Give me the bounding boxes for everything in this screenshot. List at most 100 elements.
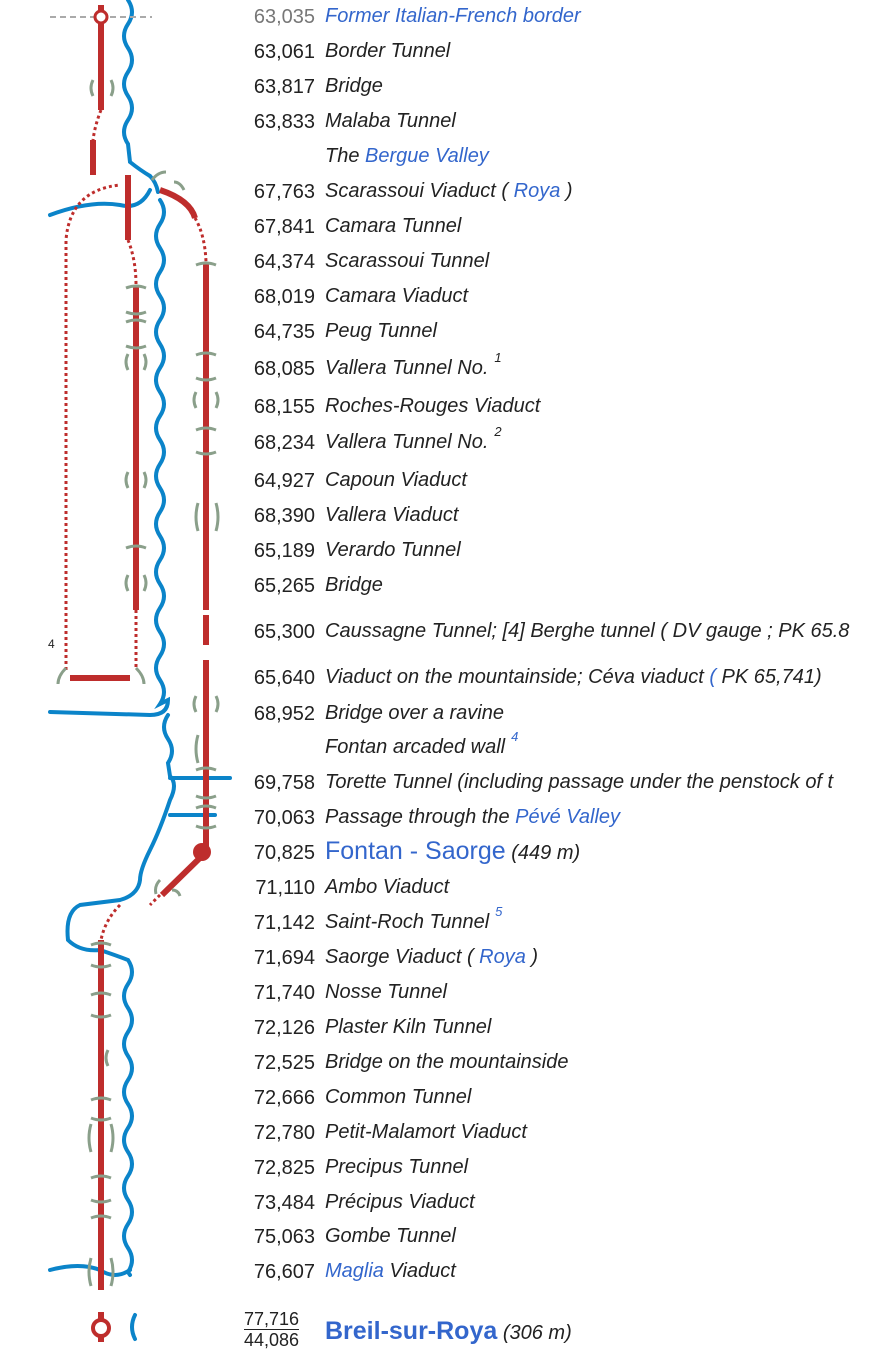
wiki-link[interactable]: Former Italian-French border [325,5,581,27]
roya-river [48,0,232,1341]
km-marker: 70,063 [253,807,315,829]
route-row: 73,484 Précipus Viaduct [240,1186,885,1221]
terminal-station: Breil-sur-Roya (306 m) [325,1317,572,1346]
feature-text: Border Tunnel [325,40,451,62]
route-row: The Bergue Valley [240,140,885,175]
route-row: 70,825 Fontan - Saorge (449 m) [240,836,885,871]
feature-description: Ambo Viaduct [325,876,449,899]
feature-description: Capoun Viaduct [325,469,467,492]
feature-text: Scarassoui Viaduct ( [325,180,514,202]
route-row: 71,110 Ambo Viaduct [240,871,885,906]
feature-description: Camara Tunnel [325,215,461,238]
wiki-link[interactable]: Bergue Valley [365,145,489,167]
km-marker: 63,833 [253,111,315,133]
km-marker: 68,234 [253,432,315,454]
feature-description: Verardo Tunnel [325,539,461,562]
feature-description: Fontan arcaded wall 4 [325,731,518,759]
route-row: 71,142 Saint-Roch Tunnel 5 [240,906,885,941]
km-marker: 64,927 [253,470,315,492]
feature-text: Roches-Rouges Viaduct [325,395,541,417]
terminal-row: 77,716 44,086 Breil-sur-Roya (306 m) [240,1303,885,1353]
km-marker: 72,126 [253,1017,315,1039]
route-row: 67,763 Scarassoui Viaduct ( Roya ) [240,175,885,210]
route-row: 63,817 Bridge [240,70,885,105]
route-row: 64,735 Peug Tunnel [240,315,885,350]
route-row: 72,825 Precipus Tunnel [240,1151,885,1186]
route-row: 65,300 Caussagne Tunnel; [4] Berghe tunne… [240,615,885,650]
feature-description: Common Tunnel [325,1086,471,1109]
feature-text: Bridge [325,574,383,596]
feature-description: Border Tunnel [325,40,450,63]
station-link[interactable]: Fontan - Saorge [325,837,506,865]
feature-text: Gombe Tunnel [325,1225,456,1247]
route-row: Fontan arcaded wall 4 [240,731,885,766]
km-marker: 71,694 [253,947,315,969]
feature-description: Vallera Viaduct [325,504,458,527]
route-row: 63,833 Malaba Tunnel [240,105,885,140]
route-row: 64,374 Scarassoui Tunnel [240,245,885,280]
station-link[interactable]: Breil-sur-Roya [325,1317,498,1345]
feature-text: The [325,145,366,167]
route-row: 69,758 Torette Tunnel (including passage … [240,766,885,801]
km-marker: 72,780 [253,1122,315,1144]
feature-text: Capoun Viaduct [325,469,467,491]
feature-text: Vallera Tunnel No. [325,357,489,379]
wiki-link[interactable]: Maglia [325,1260,384,1282]
wiki-link[interactable]: Roya [513,180,561,202]
feature-description: The Bergue Valley [325,145,489,168]
footnote-ref: 2 [494,426,502,439]
track-line [70,5,209,1290]
km-marker: 63,817 [253,76,315,98]
km-marker: 67,841 [253,216,315,238]
feature-description: Passage through the Pévé Valley [325,806,620,829]
feature-text: Nosse Tunnel [325,981,447,1003]
km-marker: 65,640 [253,667,315,689]
route-row: 70,063 Passage through the Pévé Valley [240,801,885,836]
feature-text: Précipus Viaduct [325,1191,475,1213]
feature-text: Verardo Tunnel [325,539,461,561]
feature-text: Precipus Tunnel [325,1156,469,1178]
route-row: 65,189 Verardo Tunnel [240,534,885,569]
route-row: 68,390 Vallera Viaduct [240,499,885,534]
wiki-link[interactable]: ( [709,666,716,688]
route-row: 67,841 Camara Tunnel [240,210,885,245]
feature-text: Plaster Kiln Tunnel [325,1016,492,1038]
route-row: 63,061 Border Tunnel [240,35,885,70]
footnote-ref: 1 [494,352,502,365]
km-bottom: 44,086 [243,1330,299,1350]
route-row: 68,085 Vallera Tunnel No. 1 [240,352,885,387]
feature-description: Bridge [325,574,383,597]
feature-description: Saorge Viaduct ( Roya ) [325,946,538,969]
feature-description: Bridge over a ravine [325,702,504,725]
km-top: 77,716 [243,1309,299,1330]
feature-description: Nosse Tunnel [325,981,447,1004]
km-marker: 71,110 [255,877,315,899]
station-elevation: (306 m) [497,1322,572,1344]
feature-text: Common Tunnel [325,1086,472,1108]
route-row: 72,666 Common Tunnel [240,1081,885,1116]
wiki-link[interactable]: Roya [479,946,526,968]
km-marker: 65,265 [253,575,315,597]
feature-text: Camara Viaduct [325,285,469,307]
feature-description: Maglia Viaduct [325,1260,456,1283]
footnote-ref[interactable]: 5 [495,906,503,919]
feature-text: Fontan arcaded wall [325,736,506,758]
route-row: 65,265 Bridge [240,569,885,604]
feature-description: Bridge on the mountainside [325,1051,569,1074]
km-marker: 71,142 [253,912,315,934]
route-row: 71,740 Nosse Tunnel [240,976,885,1011]
km-marker: 63,035 [253,6,315,28]
km-marker: 72,666 [253,1087,315,1109]
feature-description: Former Italian-French border [325,5,581,28]
station-elevation: (449 m) [505,842,581,864]
km-marker: 64,735 [253,321,315,343]
km-marker: 64,374 [253,251,315,273]
wiki-link[interactable]: Pévé Valley [515,806,621,828]
route-row: 72,525 Bridge on the mountainside [240,1046,885,1081]
feature-text: ) [525,946,539,968]
km-marker: 68,085 [253,358,315,380]
feature-text: Malaba Tunnel [325,110,456,132]
footnote-ref[interactable]: 4 [511,731,519,744]
feature-description: Vallera Tunnel No. 1 [325,352,502,380]
